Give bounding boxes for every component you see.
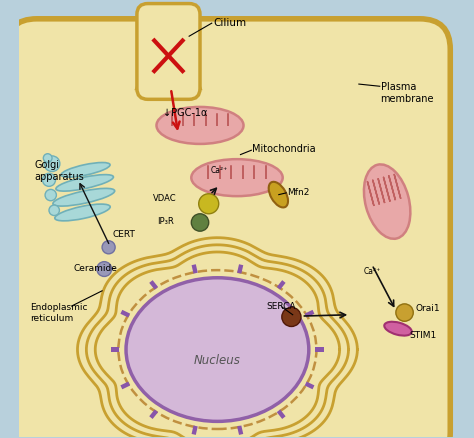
Text: Ceramide: Ceramide (74, 264, 118, 273)
Text: Mfn2: Mfn2 (287, 188, 310, 198)
Text: IP₃R: IP₃R (157, 217, 174, 226)
Circle shape (396, 304, 413, 321)
Text: Plasma
membrane: Plasma membrane (381, 81, 434, 104)
FancyBboxPatch shape (137, 4, 200, 99)
Circle shape (97, 261, 112, 276)
Ellipse shape (126, 278, 309, 421)
FancyBboxPatch shape (277, 280, 286, 290)
Ellipse shape (384, 322, 412, 336)
Circle shape (43, 173, 55, 186)
Text: SERCA: SERCA (266, 301, 296, 311)
Circle shape (191, 214, 209, 231)
Circle shape (102, 241, 115, 254)
FancyBboxPatch shape (120, 310, 130, 318)
Circle shape (45, 189, 56, 201)
FancyBboxPatch shape (6, 19, 450, 438)
FancyBboxPatch shape (237, 264, 243, 274)
FancyBboxPatch shape (277, 410, 286, 419)
Ellipse shape (156, 107, 244, 144)
Ellipse shape (56, 175, 113, 191)
Circle shape (199, 194, 219, 214)
FancyBboxPatch shape (111, 347, 119, 352)
Ellipse shape (55, 204, 110, 221)
Ellipse shape (53, 188, 115, 206)
FancyBboxPatch shape (149, 280, 158, 290)
Text: Nucleus: Nucleus (194, 354, 241, 367)
Circle shape (43, 154, 52, 162)
Text: Mitochondria: Mitochondria (252, 145, 316, 154)
Circle shape (49, 205, 59, 215)
Text: STIM1: STIM1 (409, 331, 436, 340)
Circle shape (44, 156, 60, 172)
Text: CERT: CERT (113, 230, 136, 239)
Circle shape (282, 307, 301, 326)
Text: Ca²⁺: Ca²⁺ (211, 166, 228, 175)
FancyBboxPatch shape (305, 381, 314, 389)
FancyBboxPatch shape (191, 425, 198, 435)
FancyBboxPatch shape (149, 410, 158, 419)
FancyBboxPatch shape (237, 425, 243, 435)
FancyBboxPatch shape (120, 381, 130, 389)
FancyBboxPatch shape (305, 310, 314, 318)
Text: Cilium: Cilium (213, 18, 246, 28)
Ellipse shape (364, 164, 410, 239)
FancyBboxPatch shape (315, 347, 324, 352)
Polygon shape (137, 58, 200, 88)
Ellipse shape (61, 162, 110, 177)
Text: Ca²⁺: Ca²⁺ (363, 267, 381, 276)
FancyBboxPatch shape (191, 264, 198, 274)
Ellipse shape (191, 159, 283, 196)
Text: VDAC: VDAC (153, 194, 176, 203)
Ellipse shape (269, 182, 288, 208)
Text: ↓PGC-1α: ↓PGC-1α (163, 108, 208, 118)
Text: Golgi
apparatus: Golgi apparatus (35, 160, 84, 182)
Text: Orai1: Orai1 (415, 304, 440, 313)
Text: Endoplasmic
reticulum: Endoplasmic reticulum (30, 303, 88, 323)
